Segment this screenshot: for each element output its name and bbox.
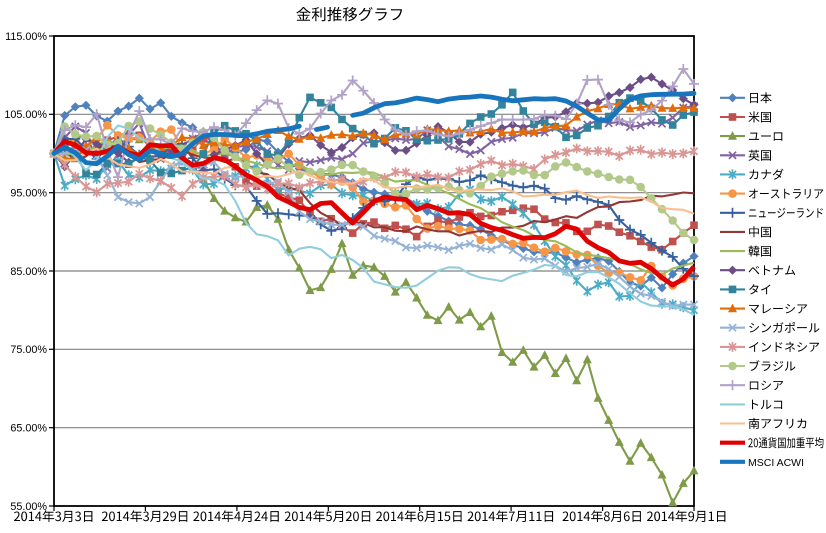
svg-text:75.00%: 75.00% <box>10 344 47 356</box>
svg-text:65.00%: 65.00% <box>10 423 47 435</box>
svg-text:85.00%: 85.00% <box>10 266 47 278</box>
svg-text:55.00%: 55.00% <box>10 501 47 513</box>
svg-text:105.00%: 105.00% <box>4 109 47 121</box>
svg-text:95.00%: 95.00% <box>10 188 47 200</box>
svg-text:115.00%: 115.00% <box>5 31 47 43</box>
svg-text:MSCI ACWI: MSCI ACWI <box>748 457 804 469</box>
